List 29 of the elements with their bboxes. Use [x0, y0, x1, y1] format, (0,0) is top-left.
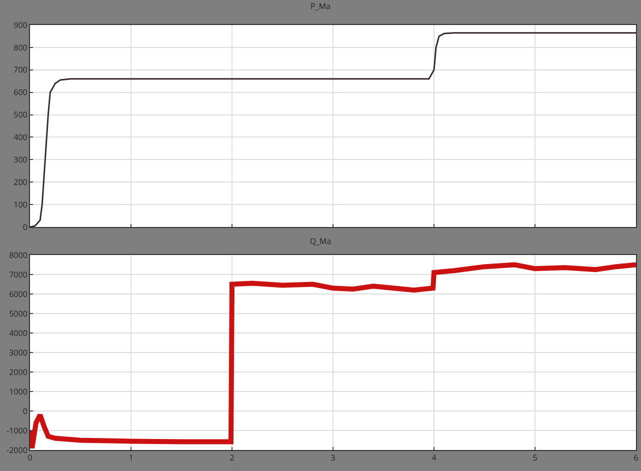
- chart-title: P_Ma: [310, 1, 330, 12]
- x-tick-label: 5: [532, 452, 538, 464]
- x-tick-label: 4: [432, 452, 437, 464]
- y-tick-label: 0: [22, 222, 28, 233]
- y-tick-label: 0: [22, 406, 28, 417]
- y-tick-label: 4000: [9, 328, 28, 339]
- chart-title: Q_Ma: [310, 236, 332, 248]
- y-tick-label: 200: [14, 176, 28, 188]
- y-tick-label: -2000: [6, 444, 28, 456]
- y-tick-label: 900: [14, 20, 28, 31]
- y-tick-label: 5000: [9, 308, 28, 320]
- x-tick-label: 6: [634, 452, 639, 464]
- y-tick-label: 3000: [9, 347, 28, 358]
- x-tick-label: 3: [330, 452, 336, 464]
- y-tick-label: 300: [14, 154, 28, 166]
- y-tick-label: 600: [14, 87, 28, 98]
- y-tick-label: 6000: [9, 288, 28, 300]
- y-tick-label: 700: [14, 64, 28, 76]
- y-tick-label: 7000: [9, 269, 28, 280]
- y-tick-label: 1000: [9, 386, 28, 398]
- y-tick-label: 100: [14, 199, 28, 210]
- y-tick-label: 800: [14, 42, 28, 54]
- y-tick-label: -1000: [6, 425, 28, 436]
- y-tick-label: 400: [14, 132, 28, 144]
- x-tick-label: 2: [230, 452, 235, 464]
- y-tick-label: 2000: [9, 366, 28, 378]
- x-tick-label: 1: [128, 452, 134, 464]
- y-tick-label: 500: [14, 110, 28, 121]
- y-tick-label: 8000: [9, 250, 28, 261]
